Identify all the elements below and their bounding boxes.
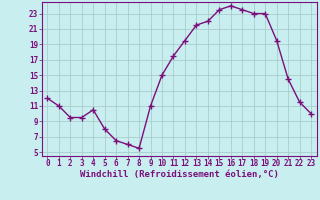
X-axis label: Windchill (Refroidissement éolien,°C): Windchill (Refroidissement éolien,°C) <box>80 170 279 179</box>
